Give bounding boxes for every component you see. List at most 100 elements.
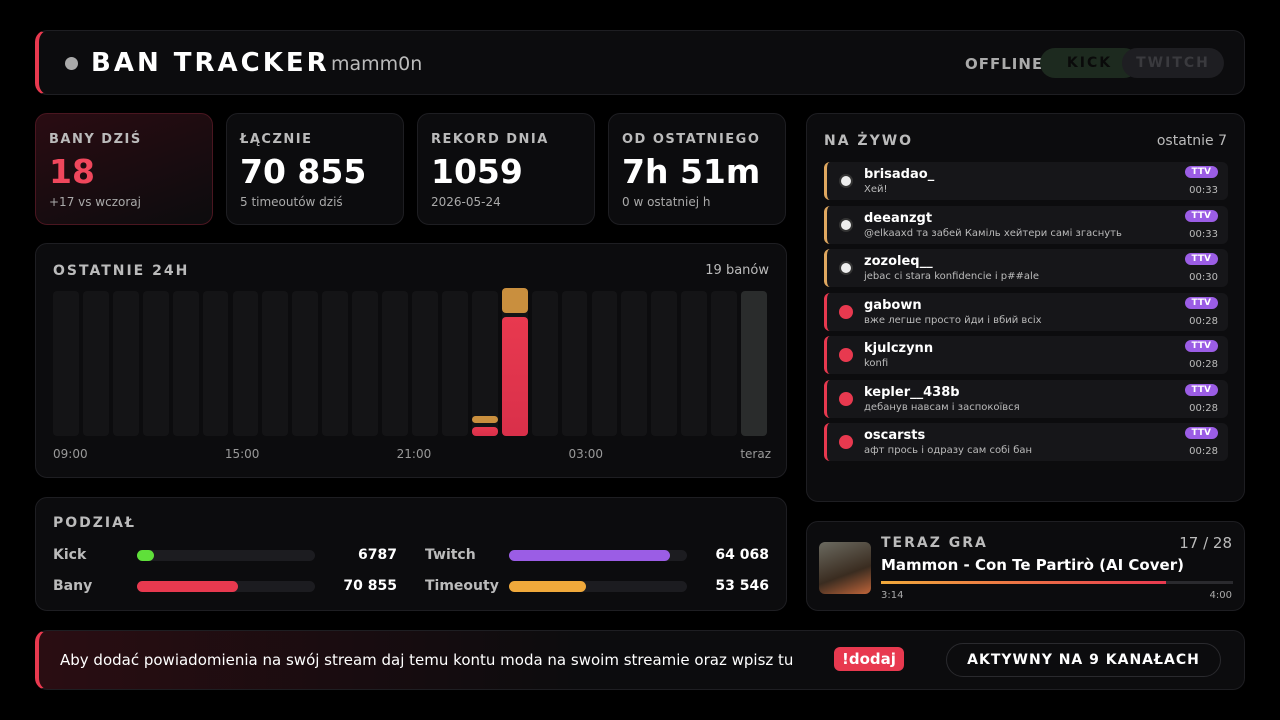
slot: [441, 291, 468, 436]
feed-item: deeanzgt @elkaaxd та забей Каміль хейтери…: [824, 205, 1228, 244]
stat-note: 2026-05-24: [431, 195, 501, 209]
split-bar: [509, 581, 586, 592]
slot: [681, 291, 708, 436]
stat-note: 5 timeoutów dziś: [240, 195, 343, 209]
stat-card: ŁĄCZNIE 70 855 5 timeoutów dziś: [226, 113, 404, 225]
split-label: Bany: [53, 578, 93, 594]
platform-badge: TTV: [1184, 340, 1218, 352]
stat-value: 1059: [431, 152, 523, 191]
progress-track: [881, 581, 1233, 584]
slot: [591, 291, 618, 436]
ban-icon: [839, 348, 853, 362]
time: 00:28: [1189, 315, 1218, 327]
user: kepler__438b: [864, 384, 960, 400]
message: konfi: [864, 358, 889, 369]
live-subtitle: ostatnie 7: [1156, 133, 1227, 149]
slot: [262, 291, 289, 436]
split-title: PODZIAŁ: [53, 515, 136, 531]
time: 00:28: [1189, 402, 1218, 414]
slot: [352, 291, 379, 436]
status: OFFLINE: [965, 55, 1044, 73]
message: jebac ci stara konfidencie i p##ale: [864, 271, 1039, 282]
twitch-button[interactable]: TWITCH: [1122, 48, 1224, 78]
timeout-bar: [471, 415, 498, 424]
ban-icon: [839, 435, 853, 449]
platform-badge: TTV: [1184, 209, 1218, 222]
split-panel: PODZIAŁ Kick 6787 Twitch 64 068 Bany 70 855 Ti…: [35, 497, 787, 611]
footer: Aby dodać powiadomienia na swój stream d…: [35, 630, 1245, 690]
slot: [292, 291, 319, 436]
time: 00:28: [1189, 359, 1218, 370]
stat-card: OD OSTATNIEGO 7h 51m 0 w ostatniej h: [608, 113, 786, 225]
slot: [711, 291, 738, 436]
slot: [53, 291, 79, 436]
duration: 4:00: [1209, 590, 1232, 601]
chart-panel: OSTATNIE 24H 19 banów 09:00 15:00 21:00 03:…: [35, 243, 787, 478]
feed-item: gabown вже легше просто йди і вбий всіх TT…: [824, 292, 1228, 331]
split-track: [509, 550, 687, 561]
platform-badge: TTV: [1184, 296, 1218, 309]
ban-bar: [501, 316, 528, 436]
chart-summary: 19 banów: [705, 263, 769, 278]
split-bar: [509, 550, 670, 561]
slot: [112, 291, 139, 436]
live-panel: NA ŻYWO ostatnie 7 brisadao_ Хей! TTV 00:33…: [806, 113, 1245, 502]
platform-badge: TTV: [1184, 253, 1218, 265]
split-value: 70 855: [343, 578, 397, 594]
elapsed: 3:14: [881, 590, 904, 601]
ban-bar: [471, 427, 498, 436]
timeout-bar: [501, 288, 528, 313]
stat-value: 18: [49, 152, 95, 191]
split-track: [137, 581, 315, 592]
header: BAN TRACKER mamm0n OFFLINE KICK TWITCH: [35, 30, 1245, 95]
slot: [142, 291, 169, 436]
user: deeanzgt: [864, 210, 933, 226]
split-value: 64 068: [715, 547, 769, 563]
stat-note: 0 w ostatniej h: [622, 195, 711, 209]
split-label: Kick: [53, 547, 87, 563]
x-label: 21:00: [396, 447, 432, 461]
np-title: TERAZ GRA: [881, 535, 988, 551]
status-dot: [65, 57, 78, 70]
slot: [561, 291, 588, 436]
footer-text: Aby dodać powiadomienia na swój stream d…: [60, 651, 794, 669]
split-bar: [137, 550, 155, 561]
slot: [232, 291, 259, 436]
message: @elkaaxd та забей Каміль хейтери самі зг…: [864, 227, 1122, 239]
time: 00:28: [1189, 446, 1218, 457]
command: !dodaj: [834, 647, 904, 671]
split-bar: [137, 581, 239, 592]
message: Хей!: [864, 184, 888, 195]
x-label: teraz: [740, 447, 771, 461]
x-label: 09:00: [53, 447, 88, 461]
feed-item: brisadao_ Хей! TTV 00:33: [824, 162, 1228, 200]
slot: [382, 291, 408, 436]
user: oscarsts: [864, 428, 926, 443]
split-label: Timeouty: [425, 578, 499, 594]
slot: [202, 291, 229, 436]
user: gabown: [864, 297, 922, 313]
active-button[interactable]: AKTYWNY NA 9 KANAŁACH: [946, 643, 1221, 677]
ban-icon: [839, 391, 853, 406]
timeout-icon: [839, 261, 853, 275]
platform-badge: TTV: [1184, 427, 1218, 439]
time: 00:30: [1189, 272, 1218, 283]
title: BAN TRACKER: [91, 48, 330, 78]
platform-badge: TTV: [1184, 166, 1218, 178]
split-track: [509, 581, 687, 592]
slot: [621, 291, 648, 436]
timeout-icon: [839, 217, 853, 232]
feed-item: oscarsts афт прось і одразу сам собі бан T…: [824, 423, 1228, 461]
message: афт прось і одразу сам собі бан: [864, 445, 1033, 456]
slot: [322, 291, 349, 436]
stat-card: BANY DZIŚ 18 +17 vs wczoraj: [35, 113, 213, 225]
split-track: [137, 550, 315, 561]
slot: [471, 291, 498, 436]
time: 00:33: [1189, 228, 1218, 240]
message: дебанув навсам і заспокоївся: [864, 401, 1020, 413]
feed-item: zozoleq__ jebac ci stara konfidencie i p#…: [824, 249, 1228, 287]
split-label: Twitch: [425, 547, 476, 563]
feed-item: kepler__438b дебанув навсам і заспокоївся…: [824, 379, 1228, 418]
x-axis: 09:00 15:00 21:00 03:00 teraz: [53, 447, 771, 461]
slot: [172, 291, 199, 436]
